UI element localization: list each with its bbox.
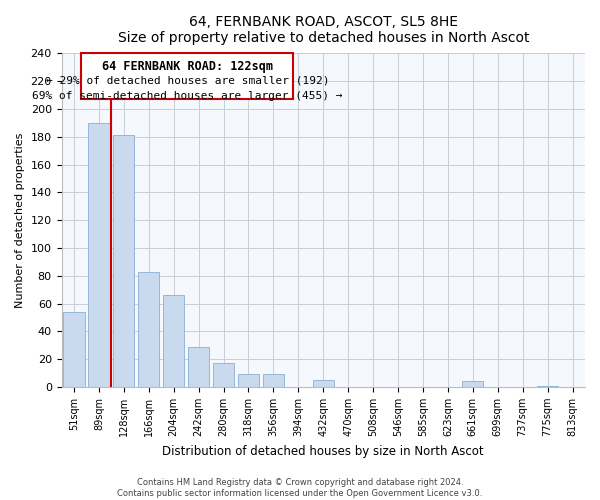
Bar xyxy=(113,136,134,387)
Title: 64, FERNBANK ROAD, ASCOT, SL5 8HE
Size of property relative to detached houses i: 64, FERNBANK ROAD, ASCOT, SL5 8HE Size o… xyxy=(118,15,529,45)
Bar xyxy=(462,382,484,387)
X-axis label: Distribution of detached houses by size in North Ascot: Distribution of detached houses by size … xyxy=(163,444,484,458)
Text: ← 29% of detached houses are smaller (192): ← 29% of detached houses are smaller (19… xyxy=(46,76,329,86)
Bar xyxy=(138,272,160,387)
Text: 69% of semi-detached houses are larger (455) →: 69% of semi-detached houses are larger (… xyxy=(32,91,343,101)
Bar xyxy=(313,380,334,387)
Bar xyxy=(537,386,558,387)
Y-axis label: Number of detached properties: Number of detached properties xyxy=(15,132,25,308)
Bar xyxy=(88,123,110,387)
Bar xyxy=(263,374,284,387)
Bar xyxy=(64,312,85,387)
Bar xyxy=(163,295,184,387)
Bar xyxy=(188,346,209,387)
Bar xyxy=(238,374,259,387)
FancyBboxPatch shape xyxy=(82,54,293,99)
Bar xyxy=(213,364,234,387)
Text: Contains HM Land Registry data © Crown copyright and database right 2024.
Contai: Contains HM Land Registry data © Crown c… xyxy=(118,478,482,498)
Text: 64 FERNBANK ROAD: 122sqm: 64 FERNBANK ROAD: 122sqm xyxy=(102,60,273,74)
